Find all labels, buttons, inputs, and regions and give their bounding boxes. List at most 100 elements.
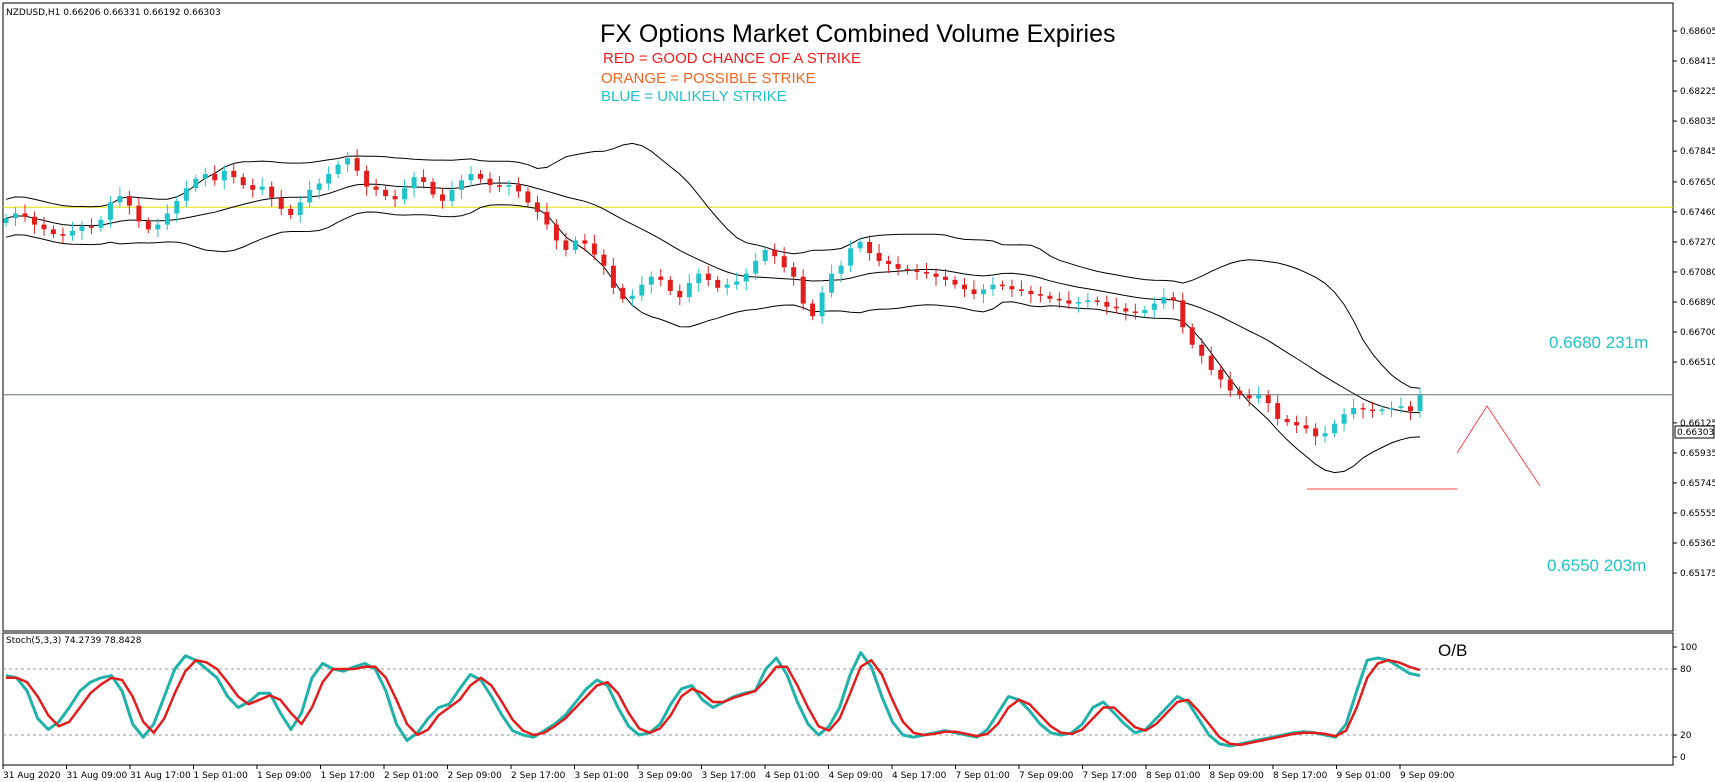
- candle-body: [392, 196, 398, 200]
- x-tick-label: 31 Aug 17:00: [130, 771, 191, 781]
- x-tick-label: 3 Sep 09:00: [638, 771, 693, 781]
- candle-body: [269, 186, 275, 198]
- candle-body: [1161, 297, 1167, 304]
- candle-body: [136, 205, 142, 222]
- x-tick-label: 4 Sep 17:00: [892, 771, 947, 781]
- candle-body: [791, 267, 797, 277]
- y-tick-label: 0.67080: [1680, 268, 1715, 278]
- candle-body: [658, 276, 664, 280]
- stoch-main-line: [5, 651, 1421, 748]
- candle-body: [753, 260, 759, 274]
- candle-body: [1379, 409, 1385, 412]
- candle-body: [1075, 302, 1081, 304]
- main-plot-group: [3, 142, 1673, 490]
- candle-body: [601, 254, 607, 266]
- candle-body: [278, 197, 284, 209]
- candle-body: [563, 240, 569, 250]
- x-tick-label: 2 Sep 17:00: [511, 771, 566, 781]
- y-tick-label: 0.67845: [1680, 147, 1715, 157]
- candle-body: [1208, 355, 1214, 370]
- candle-body: [895, 264, 901, 269]
- x-tick-label: 9 Sep 09:00: [1400, 771, 1455, 781]
- candle-body: [1256, 395, 1262, 399]
- candle-body: [999, 284, 1005, 287]
- candle-body: [506, 185, 512, 187]
- stoch-pane-border: [2, 632, 1674, 766]
- candle-body: [354, 158, 360, 171]
- candle-body: [1408, 406, 1413, 411]
- candle-body: [449, 189, 455, 201]
- legend-red: RED = GOOD CHANCE OF A STRIKE: [603, 50, 861, 67]
- candle-body: [591, 243, 597, 255]
- candle-body: [1313, 428, 1319, 437]
- candle-body: [1189, 327, 1195, 345]
- candle-body: [582, 240, 588, 244]
- candle-body: [1417, 395, 1423, 411]
- candle-body: [838, 265, 844, 274]
- candle-body: [1351, 407, 1357, 415]
- chart-title: FX Options Market Combined Volume Expiri…: [600, 20, 1116, 48]
- candle-body: [60, 234, 66, 236]
- candle-body: [145, 221, 151, 230]
- candle-body: [1047, 295, 1053, 299]
- candle-body: [639, 284, 645, 296]
- candle-body: [259, 186, 265, 190]
- candle-body: [857, 242, 863, 249]
- upper-band: [5, 142, 1421, 389]
- x-tick-label: 31 Aug 2020: [3, 771, 61, 781]
- x-tick-label: 1 Sep 01:00: [194, 771, 249, 781]
- candle-body: [715, 279, 721, 288]
- candle-body: [810, 303, 816, 317]
- candle-body: [629, 295, 635, 299]
- candle-body: [1341, 414, 1347, 424]
- candle-body: [126, 196, 132, 206]
- candle-body: [383, 189, 389, 197]
- y-tick-label: 0.68605: [1680, 27, 1715, 37]
- candle-body: [1294, 422, 1300, 426]
- stoch-y-tick-label: 20: [1680, 731, 1692, 741]
- candle-body: [914, 270, 920, 272]
- candle-body: [345, 158, 351, 165]
- candle-body: [1398, 406, 1404, 408]
- candle-body: [1028, 290, 1034, 295]
- legend-orange: ORANGE = POSSIBLE STRIKE: [601, 70, 816, 87]
- candle-body: [952, 279, 958, 285]
- y-tick-label: 0.65175: [1680, 569, 1715, 579]
- candle-body: [924, 272, 929, 274]
- candle-body: [848, 248, 854, 266]
- candle-body: [164, 213, 170, 225]
- candle-body: [1275, 403, 1281, 419]
- candle-body: [202, 174, 208, 179]
- stoch-signal-line: [6, 658, 1421, 747]
- candle-body: [1132, 311, 1138, 314]
- candle-body: [544, 211, 550, 225]
- candle-body: [193, 178, 199, 189]
- candle-body: [696, 273, 702, 284]
- candle-body: [183, 188, 189, 201]
- y-tick-label: 0.66700: [1680, 328, 1715, 338]
- candle-body: [1085, 300, 1091, 302]
- candle-body: [335, 164, 341, 174]
- candle-body: [1113, 306, 1119, 309]
- stoch-y-tick-label: 80: [1680, 665, 1692, 675]
- candle-body: [69, 230, 75, 236]
- candle-body: [867, 242, 873, 254]
- x-tick-label: 3 Sep 01:00: [575, 771, 630, 781]
- candle-body: [1170, 297, 1176, 301]
- candle-body: [610, 265, 616, 288]
- candle-body: [487, 178, 493, 185]
- candle-body: [572, 240, 578, 250]
- candle-body: [990, 284, 996, 290]
- candle-body: [553, 224, 559, 241]
- y-tick-label: 0.65935: [1680, 449, 1715, 459]
- legend-blue: BLUE = UNLIKELY STRIKE: [601, 88, 787, 105]
- candle-body: [307, 189, 313, 203]
- candle-body: [411, 177, 417, 189]
- candle-body: [297, 202, 303, 215]
- candle-body: [686, 283, 692, 298]
- projection-zigzag: [1456, 405, 1541, 487]
- x-tick-label: 7 Sep 01:00: [956, 771, 1011, 781]
- x-tick-label: 8 Sep 09:00: [1210, 771, 1265, 781]
- candle-body: [1104, 302, 1110, 307]
